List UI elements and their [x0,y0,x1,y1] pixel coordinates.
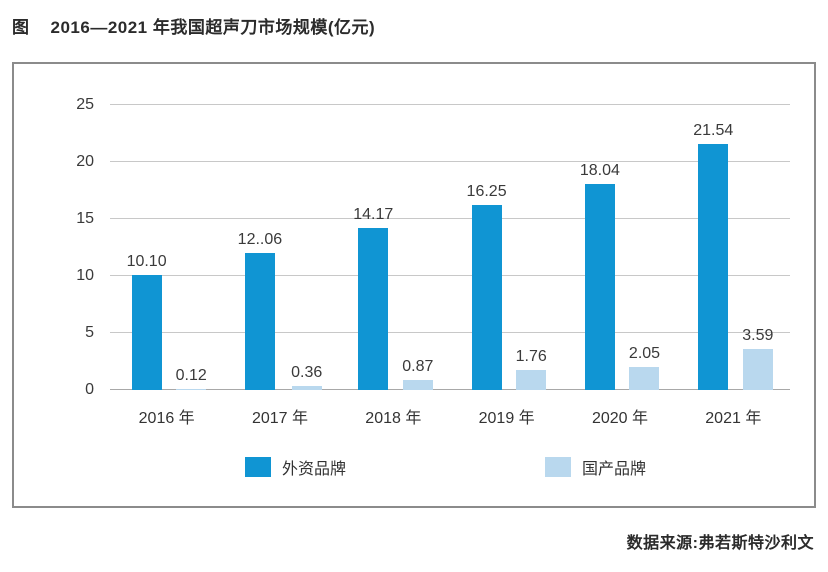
figure-title-text: 2016—2021 年我国超声刀市场规模(亿元) [50,18,376,37]
bar-foreign [244,252,275,390]
bar-value-label: 18.04 [579,162,620,180]
y-axis-tick-label: 25 [76,96,94,113]
bar-wrap-foreign: 14.17 [353,105,393,390]
figure-title-prefix: 图 [12,18,30,37]
bar-value-label: 21.54 [693,122,734,140]
chart-frame: 10.10 0.12 12..06 0.36 14.17 0.87 16.25 1.76 18.… [12,62,816,508]
bar-foreign [584,184,615,390]
x-axis-tick-label: 2020 年 [591,410,648,427]
data-source-note: 数据来源:弗若斯特沙利文 [626,535,814,552]
plot-area: 10.10 0.12 12..06 0.36 14.17 0.87 16.25 1.76 18.… [76,97,790,398]
bar-foreign [131,274,162,390]
gridline [110,332,790,333]
bar-wrap-foreign: 12..06 [238,105,282,390]
y-axis-tick-label: 0 [85,381,94,398]
bar-group: 14.17 0.87 [337,105,450,390]
x-axis-tick-label: 2018 年 [365,410,422,427]
bar-wrap-domestic: 3.59 [742,105,773,390]
x-axis-line [110,389,790,390]
legend-label-domestic: 国产品牌 [582,461,647,478]
bar-wrap-foreign: 21.54 [693,105,733,390]
bar-domestic [516,369,547,390]
legend-item-foreign: 外资品牌 [245,455,346,479]
bar-value-label: 14.17 [353,206,394,224]
bar-group: 12..06 0.36 [223,105,336,390]
bar-wrap-foreign: 10.10 [127,105,167,390]
bar-value-label: 16.25 [466,182,507,200]
bar-value-label: 10.10 [126,252,167,270]
bar-wrap-domestic: 0.87 [402,105,433,390]
bar-group: 16.25 1.76 [450,105,563,390]
bar-domestic [291,385,322,390]
bar-value-label: 0.87 [402,358,434,376]
legend-swatch-foreign [245,457,271,477]
x-axis-tick-label: 2021 年 [705,410,762,427]
gridline [110,104,790,105]
bar-domestic [176,388,207,390]
bar-value-label: 3.59 [742,327,774,345]
legend-item-domestic: 国产品牌 [545,455,646,479]
bar-value-label: 2.05 [628,344,661,362]
bar-groups: 10.10 0.12 12..06 0.36 14.17 0.87 16.25 1.76 18.… [110,105,790,390]
gridline [110,275,790,276]
legend-swatch-domestic [545,457,571,477]
bar-foreign [358,228,389,390]
bar-wrap-domestic: 2.05 [629,105,660,390]
bar-domestic [629,366,660,390]
x-axis-tick-label: 2019 年 [478,410,535,427]
legend-label-foreign: 外资品牌 [282,461,347,478]
bar-wrap-domestic: 1.76 [516,105,547,390]
bar-wrap-domestic: 0.36 [291,105,322,390]
gridline [110,161,790,162]
figure-title: 图 2016—2021 年我国超声刀市场规模(亿元) [12,13,375,38]
bar-foreign [471,204,502,390]
bar-wrap-foreign: 18.04 [580,105,620,390]
bar-group: 18.04 2.05 [563,105,676,390]
bar-foreign [698,144,729,390]
x-axis-tick-label: 2017 年 [251,410,309,427]
gridline [110,218,790,219]
bar-wrap-domestic: 0.12 [176,105,207,390]
bar-value-label: 12..06 [237,230,283,248]
bar-domestic [402,380,433,390]
bar-value-label: 0.36 [291,363,323,381]
bar-value-label: 0.12 [175,366,207,384]
bar-wrap-foreign: 16.25 [467,105,507,390]
y-axis-tick-label: 5 [85,324,94,341]
y-axis-tick-label: 10 [76,267,94,284]
y-axis-tick-label: 20 [76,153,94,170]
y-axis-tick-label: 15 [76,210,94,227]
x-axis-labels: 2016 年 2017 年 2018 年 2019 年 2020 年 2021 年 [110,404,790,428]
bar-group: 10.10 0.12 [110,105,223,390]
bar-value-label: 1.76 [515,347,547,365]
bar-group: 21.54 3.59 [677,105,790,390]
x-axis-tick-label: 2016 年 [138,410,195,427]
bar-domestic [742,349,773,390]
